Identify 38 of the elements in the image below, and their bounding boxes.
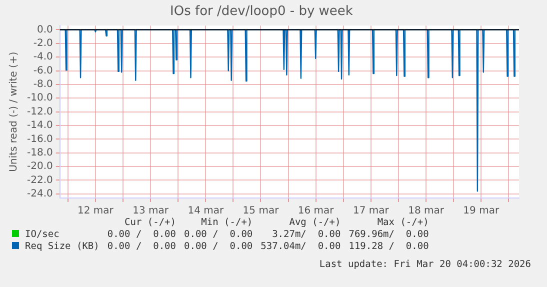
text: 119.28 / 0.00 bbox=[348, 241, 430, 253]
y-tick-label: -12.0 bbox=[27, 106, 53, 118]
text: 0.00 / 0.00 bbox=[106, 241, 177, 253]
y-tick-label: -8.0 bbox=[33, 79, 53, 90]
text: Cur (-/+) bbox=[124, 217, 177, 229]
x-tick-label: 14 mar bbox=[188, 206, 224, 217]
y-tick-label: -4.0 bbox=[33, 52, 53, 63]
x-tick-label: 15 mar bbox=[242, 206, 280, 217]
text: 537.04m/ 0.00 bbox=[260, 241, 342, 253]
y-tick-label: 0.0 bbox=[36, 24, 53, 36]
text: 0.00 / 0.00 bbox=[183, 241, 254, 253]
y-tick-label: -24.0 bbox=[27, 188, 53, 200]
y-tick-label: -10.0 bbox=[27, 92, 53, 104]
y-tick-label: -18.0 bbox=[27, 147, 53, 158]
x-tick-label: 19 mar bbox=[463, 206, 500, 217]
x-tick-label: 17 mar bbox=[352, 206, 390, 217]
text: 0.00 / 0.00 bbox=[183, 229, 254, 241]
text: Min (-/+) bbox=[200, 217, 254, 229]
y-axis-title: Units read (-) / write (+) bbox=[8, 52, 20, 172]
text: Max (-/+) bbox=[376, 217, 430, 229]
y-tick-label: -20.0 bbox=[27, 161, 53, 172]
y-tick-label: -22.0 bbox=[27, 174, 53, 186]
y-tick-label: -16.0 bbox=[27, 134, 53, 145]
x-tick-label: 18 mar bbox=[408, 206, 445, 217]
y-tick-label: -14.0 bbox=[27, 120, 53, 132]
text: Last update: Fri Mar 20 04:00:32 2026 bbox=[319, 259, 531, 270]
chart-title: IOs for /dev/loop0 - by week bbox=[170, 4, 354, 20]
text: 0.00 / 0.00 bbox=[106, 229, 177, 241]
text: Avg (-/+) bbox=[288, 217, 342, 229]
legend-label: IO/sec bbox=[24, 229, 60, 241]
text: 3.27m/ 0.00 bbox=[271, 229, 342, 241]
x-tick-label: 13 mar bbox=[132, 206, 170, 217]
legend-label: Req Size (KB) bbox=[24, 241, 100, 253]
text: 769.96m/ 0.00 bbox=[348, 229, 430, 241]
x-tick-label: 12 mar bbox=[78, 206, 114, 217]
x-tick-label: 16 mar bbox=[298, 206, 335, 217]
y-tick-label: -2.0 bbox=[33, 38, 53, 49]
y-tick-label: -6.0 bbox=[33, 65, 53, 76]
